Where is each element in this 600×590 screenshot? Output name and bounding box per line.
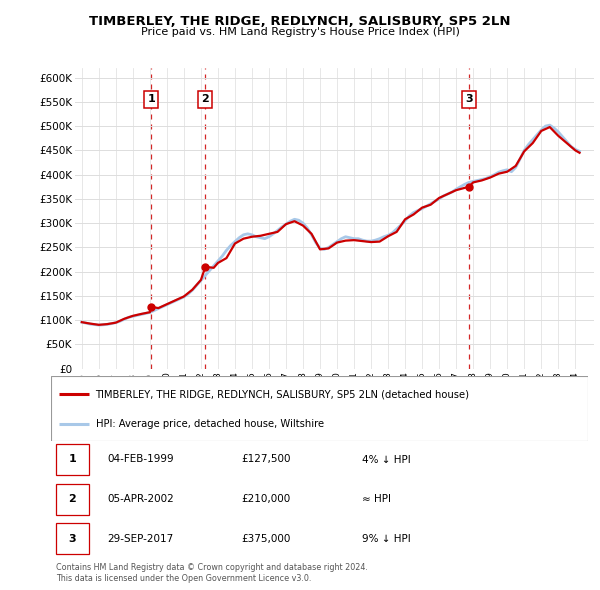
Text: 4% ↓ HPI: 4% ↓ HPI bbox=[362, 454, 411, 464]
Text: 29-SEP-2017: 29-SEP-2017 bbox=[107, 534, 173, 544]
FancyBboxPatch shape bbox=[56, 523, 89, 555]
Text: 1: 1 bbox=[68, 454, 76, 464]
Text: 04-FEB-1999: 04-FEB-1999 bbox=[107, 454, 174, 464]
Text: 2: 2 bbox=[202, 94, 209, 104]
FancyBboxPatch shape bbox=[56, 444, 89, 475]
Text: Price paid vs. HM Land Registry's House Price Index (HPI): Price paid vs. HM Land Registry's House … bbox=[140, 27, 460, 37]
Text: ≈ HPI: ≈ HPI bbox=[362, 494, 391, 504]
Text: £210,000: £210,000 bbox=[242, 494, 291, 504]
Text: Contains HM Land Registry data © Crown copyright and database right 2024.
This d: Contains HM Land Registry data © Crown c… bbox=[56, 563, 368, 583]
Text: TIMBERLEY, THE RIDGE, REDLYNCH, SALISBURY, SP5 2LN (detached house): TIMBERLEY, THE RIDGE, REDLYNCH, SALISBUR… bbox=[95, 389, 470, 399]
Text: 2: 2 bbox=[68, 494, 76, 504]
Text: £375,000: £375,000 bbox=[242, 534, 291, 544]
Text: 05-APR-2002: 05-APR-2002 bbox=[107, 494, 174, 504]
Text: £127,500: £127,500 bbox=[242, 454, 291, 464]
FancyBboxPatch shape bbox=[56, 484, 89, 514]
FancyBboxPatch shape bbox=[51, 376, 588, 441]
Text: TIMBERLEY, THE RIDGE, REDLYNCH, SALISBURY, SP5 2LN: TIMBERLEY, THE RIDGE, REDLYNCH, SALISBUR… bbox=[89, 15, 511, 28]
Text: 9% ↓ HPI: 9% ↓ HPI bbox=[362, 534, 411, 544]
Text: 1: 1 bbox=[148, 94, 155, 104]
Text: HPI: Average price, detached house, Wiltshire: HPI: Average price, detached house, Wilt… bbox=[95, 419, 323, 429]
Text: 3: 3 bbox=[465, 94, 473, 104]
Text: 3: 3 bbox=[68, 534, 76, 544]
